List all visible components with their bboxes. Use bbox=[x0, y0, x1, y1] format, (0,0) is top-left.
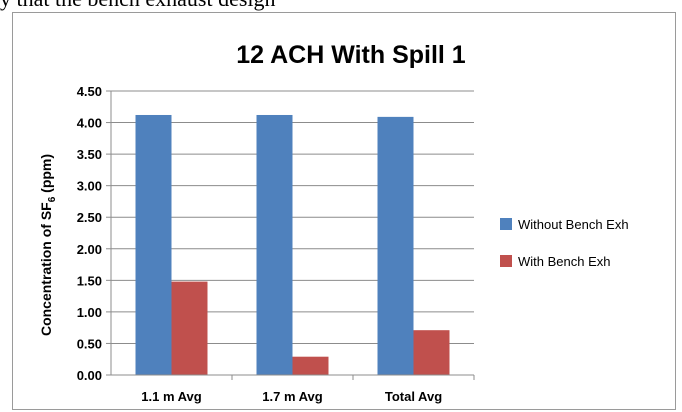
y-tick-label: 1.00 bbox=[77, 305, 102, 320]
legend-label: With Bench Exh bbox=[518, 254, 611, 269]
bar-with-bench-exh bbox=[413, 330, 450, 375]
y-tick-label: 2.50 bbox=[77, 210, 102, 225]
chart-title: 12 ACH With Spill 1 bbox=[236, 41, 466, 69]
y-tick-label: 3.00 bbox=[77, 179, 102, 194]
x-tick-labels: 1.1 m Avg 1.7 m Avg Total Avg bbox=[141, 389, 442, 404]
chart-container: 12 ACH With Spill 1 0.00 0.50 1.00 1.50 2.00… bbox=[12, 12, 676, 410]
axes bbox=[106, 90, 475, 380]
cropped-caption-text: y that the bench exhaust design bbox=[0, 0, 276, 12]
y-tick-label: 4.50 bbox=[77, 84, 102, 99]
y-tick-label: 0.00 bbox=[77, 368, 102, 383]
y-tick-label: 2.00 bbox=[77, 242, 102, 257]
y-tick-label: 4.00 bbox=[77, 116, 102, 131]
y-tick-label: 3.50 bbox=[77, 147, 102, 162]
bar-without-bench-exh bbox=[377, 116, 414, 376]
bar-with-bench-exh bbox=[171, 281, 208, 375]
bar-without-bench-exh bbox=[256, 114, 293, 375]
bar-without-bench-exh bbox=[135, 114, 172, 375]
y-tick-label: 0.50 bbox=[77, 336, 102, 351]
legend: Without Bench Exh With Bench Exh bbox=[500, 217, 629, 269]
x-tick-label: 1.7 m Avg bbox=[262, 389, 323, 404]
y-tick-label: 1.50 bbox=[77, 273, 102, 288]
legend-swatch bbox=[500, 255, 512, 267]
bars bbox=[135, 114, 450, 376]
y-tick-labels: 0.00 0.50 1.00 1.50 2.00 2.50 3.00 3.50 4.00 4.50 bbox=[77, 84, 102, 383]
legend-swatch bbox=[500, 218, 512, 230]
x-tick-label: 1.1 m Avg bbox=[141, 389, 202, 404]
y-axis-label: Concentration of SF6 (ppm) bbox=[38, 154, 58, 336]
x-tick-label: Total Avg bbox=[385, 389, 442, 404]
legend-label: Without Bench Exh bbox=[518, 217, 629, 232]
bar-chart: 12 ACH With Spill 1 0.00 0.50 1.00 1.50 2.00… bbox=[38, 41, 629, 404]
bar-with-bench-exh bbox=[292, 356, 329, 375]
